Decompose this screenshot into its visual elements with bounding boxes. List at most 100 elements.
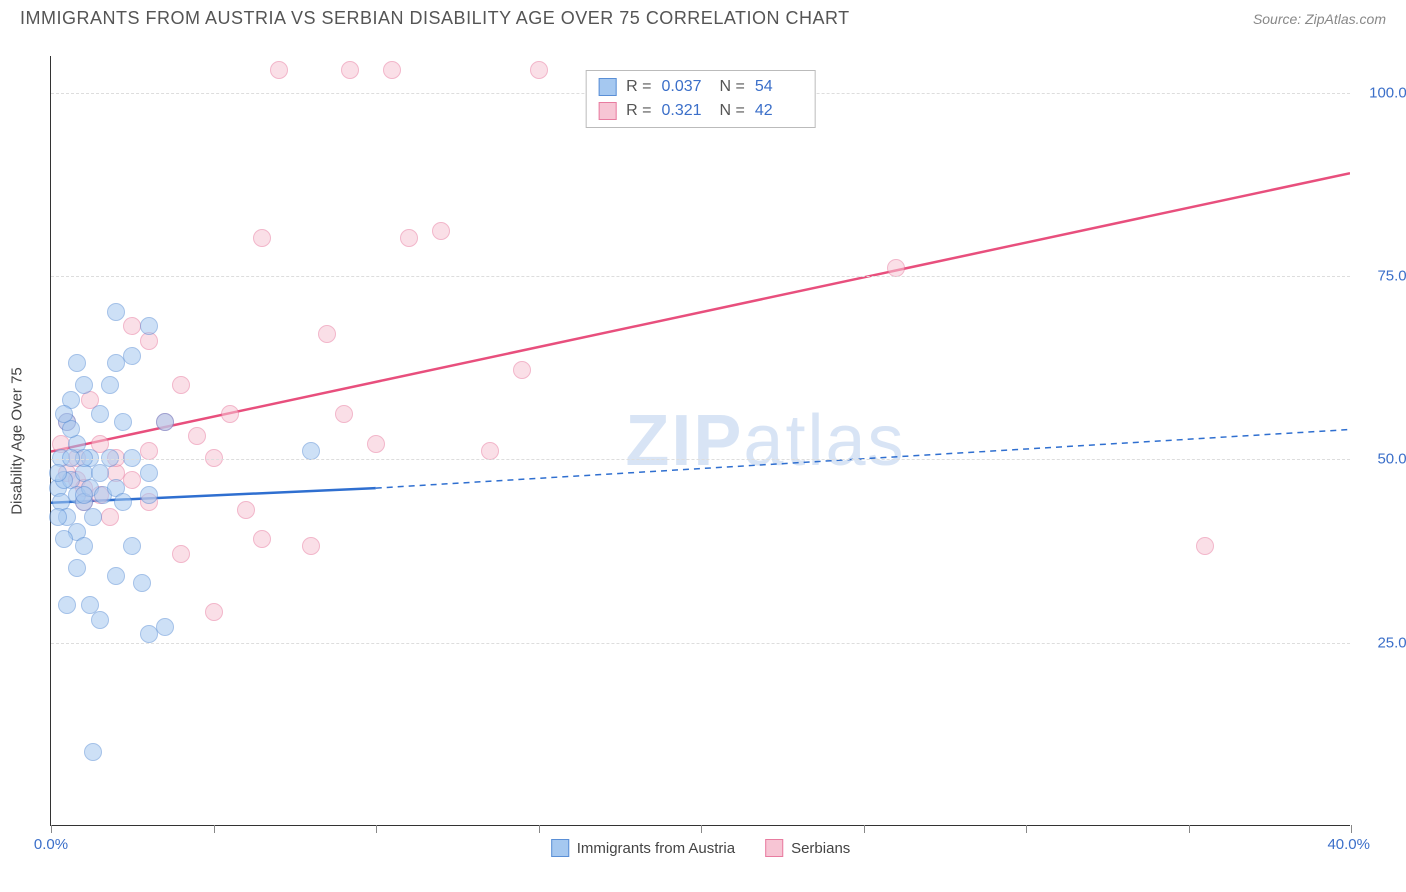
x-tick-label-right: 40.0% xyxy=(1327,836,1370,853)
trend-lines-svg xyxy=(51,56,1350,825)
scatter-point-pink xyxy=(221,405,239,423)
scatter-point-blue xyxy=(140,625,158,643)
y-tick-label: 25.0% xyxy=(1360,634,1406,651)
scatter-point-blue xyxy=(75,486,93,504)
scatter-point-pink xyxy=(432,222,450,240)
watermark: ZIPatlas xyxy=(625,400,905,482)
scatter-point-blue xyxy=(49,464,67,482)
y-axis-label: Disability Age Over 75 xyxy=(9,367,26,515)
x-tick xyxy=(1189,825,1190,833)
swatch-pink xyxy=(765,839,783,857)
scatter-point-blue xyxy=(91,405,109,423)
scatter-point-blue xyxy=(123,537,141,555)
legend-label-blue: Immigrants from Austria xyxy=(577,840,735,857)
scatter-point-pink xyxy=(302,537,320,555)
y-tick-label: 75.0% xyxy=(1360,268,1406,285)
legend-stats-row-blue: R = 0.037 N = 54 xyxy=(598,75,803,99)
gridline-h xyxy=(51,459,1350,460)
plot-area: Disability Age Over 75 ZIPatlas R = 0.03… xyxy=(50,56,1350,826)
x-tick xyxy=(51,825,52,833)
legend-stats-box: R = 0.037 N = 54 R = 0.321 N = 42 xyxy=(585,70,816,128)
n-label: N = xyxy=(720,99,745,123)
r-label: R = xyxy=(626,99,651,123)
scatter-point-pink xyxy=(123,471,141,489)
x-tick xyxy=(1026,825,1027,833)
scatter-point-pink xyxy=(513,361,531,379)
swatch-blue xyxy=(551,839,569,857)
scatter-point-blue xyxy=(84,743,102,761)
scatter-point-blue xyxy=(49,508,67,526)
scatter-point-blue xyxy=(55,530,73,548)
scatter-point-pink xyxy=(188,427,206,445)
scatter-point-blue xyxy=(123,347,141,365)
x-tick xyxy=(701,825,702,833)
scatter-point-blue xyxy=(114,413,132,431)
legend-entry-pink: Serbians xyxy=(765,839,850,857)
chart-container: Disability Age Over 75 ZIPatlas R = 0.03… xyxy=(50,44,1386,844)
n-value-blue: 54 xyxy=(755,75,803,99)
scatter-point-blue xyxy=(107,354,125,372)
scatter-point-blue xyxy=(58,596,76,614)
scatter-point-pink xyxy=(101,508,119,526)
scatter-point-pink xyxy=(205,603,223,621)
scatter-point-blue xyxy=(133,574,151,592)
scatter-point-blue xyxy=(55,405,73,423)
gridline-h xyxy=(51,276,1350,277)
gridline-h xyxy=(51,643,1350,644)
x-tick xyxy=(214,825,215,833)
scatter-point-pink xyxy=(383,61,401,79)
scatter-point-blue xyxy=(84,508,102,526)
scatter-point-pink xyxy=(887,259,905,277)
scatter-point-pink xyxy=(140,442,158,460)
r-label: R = xyxy=(626,75,651,99)
scatter-point-blue xyxy=(107,567,125,585)
scatter-point-blue xyxy=(75,376,93,394)
scatter-point-pink xyxy=(335,405,353,423)
x-tick xyxy=(539,825,540,833)
x-tick xyxy=(864,825,865,833)
x-tick xyxy=(1351,825,1352,833)
n-label: N = xyxy=(720,75,745,99)
scatter-point-pink xyxy=(270,61,288,79)
x-tick xyxy=(376,825,377,833)
scatter-point-blue xyxy=(68,354,86,372)
source-label: Source: ZipAtlas.com xyxy=(1253,11,1386,27)
y-tick-label: 100.0% xyxy=(1360,84,1406,101)
scatter-point-blue xyxy=(302,442,320,460)
scatter-point-blue xyxy=(140,464,158,482)
swatch-blue xyxy=(598,78,616,96)
n-value-pink: 42 xyxy=(755,99,803,123)
x-tick-label-left: 0.0% xyxy=(34,836,68,853)
scatter-point-pink xyxy=(253,530,271,548)
swatch-pink xyxy=(598,102,616,120)
scatter-point-blue xyxy=(140,486,158,504)
y-tick-label: 50.0% xyxy=(1360,451,1406,468)
scatter-point-pink xyxy=(367,435,385,453)
scatter-point-pink xyxy=(172,545,190,563)
trend-line-pink xyxy=(51,173,1350,451)
scatter-point-blue xyxy=(75,537,93,555)
scatter-point-pink xyxy=(400,229,418,247)
chart-title: IMMIGRANTS FROM AUSTRIA VS SERBIAN DISAB… xyxy=(20,8,850,29)
legend-label-pink: Serbians xyxy=(791,840,850,857)
scatter-point-blue xyxy=(68,559,86,577)
r-value-pink: 0.321 xyxy=(662,99,710,123)
legend-entry-blue: Immigrants from Austria xyxy=(551,839,735,857)
scatter-point-blue xyxy=(101,376,119,394)
legend-stats-row-pink: R = 0.321 N = 42 xyxy=(598,99,803,123)
scatter-point-pink xyxy=(481,442,499,460)
scatter-point-pink xyxy=(341,61,359,79)
scatter-point-pink xyxy=(530,61,548,79)
scatter-point-pink xyxy=(172,376,190,394)
scatter-point-blue xyxy=(107,303,125,321)
scatter-point-blue xyxy=(156,413,174,431)
scatter-point-pink xyxy=(253,229,271,247)
r-value-blue: 0.037 xyxy=(662,75,710,99)
scatter-point-pink xyxy=(318,325,336,343)
scatter-point-pink xyxy=(237,501,255,519)
scatter-point-blue xyxy=(156,618,174,636)
scatter-point-blue xyxy=(114,493,132,511)
scatter-point-blue xyxy=(140,317,158,335)
bottom-legend: Immigrants from Austria Serbians xyxy=(551,839,851,857)
scatter-point-pink xyxy=(1196,537,1214,555)
